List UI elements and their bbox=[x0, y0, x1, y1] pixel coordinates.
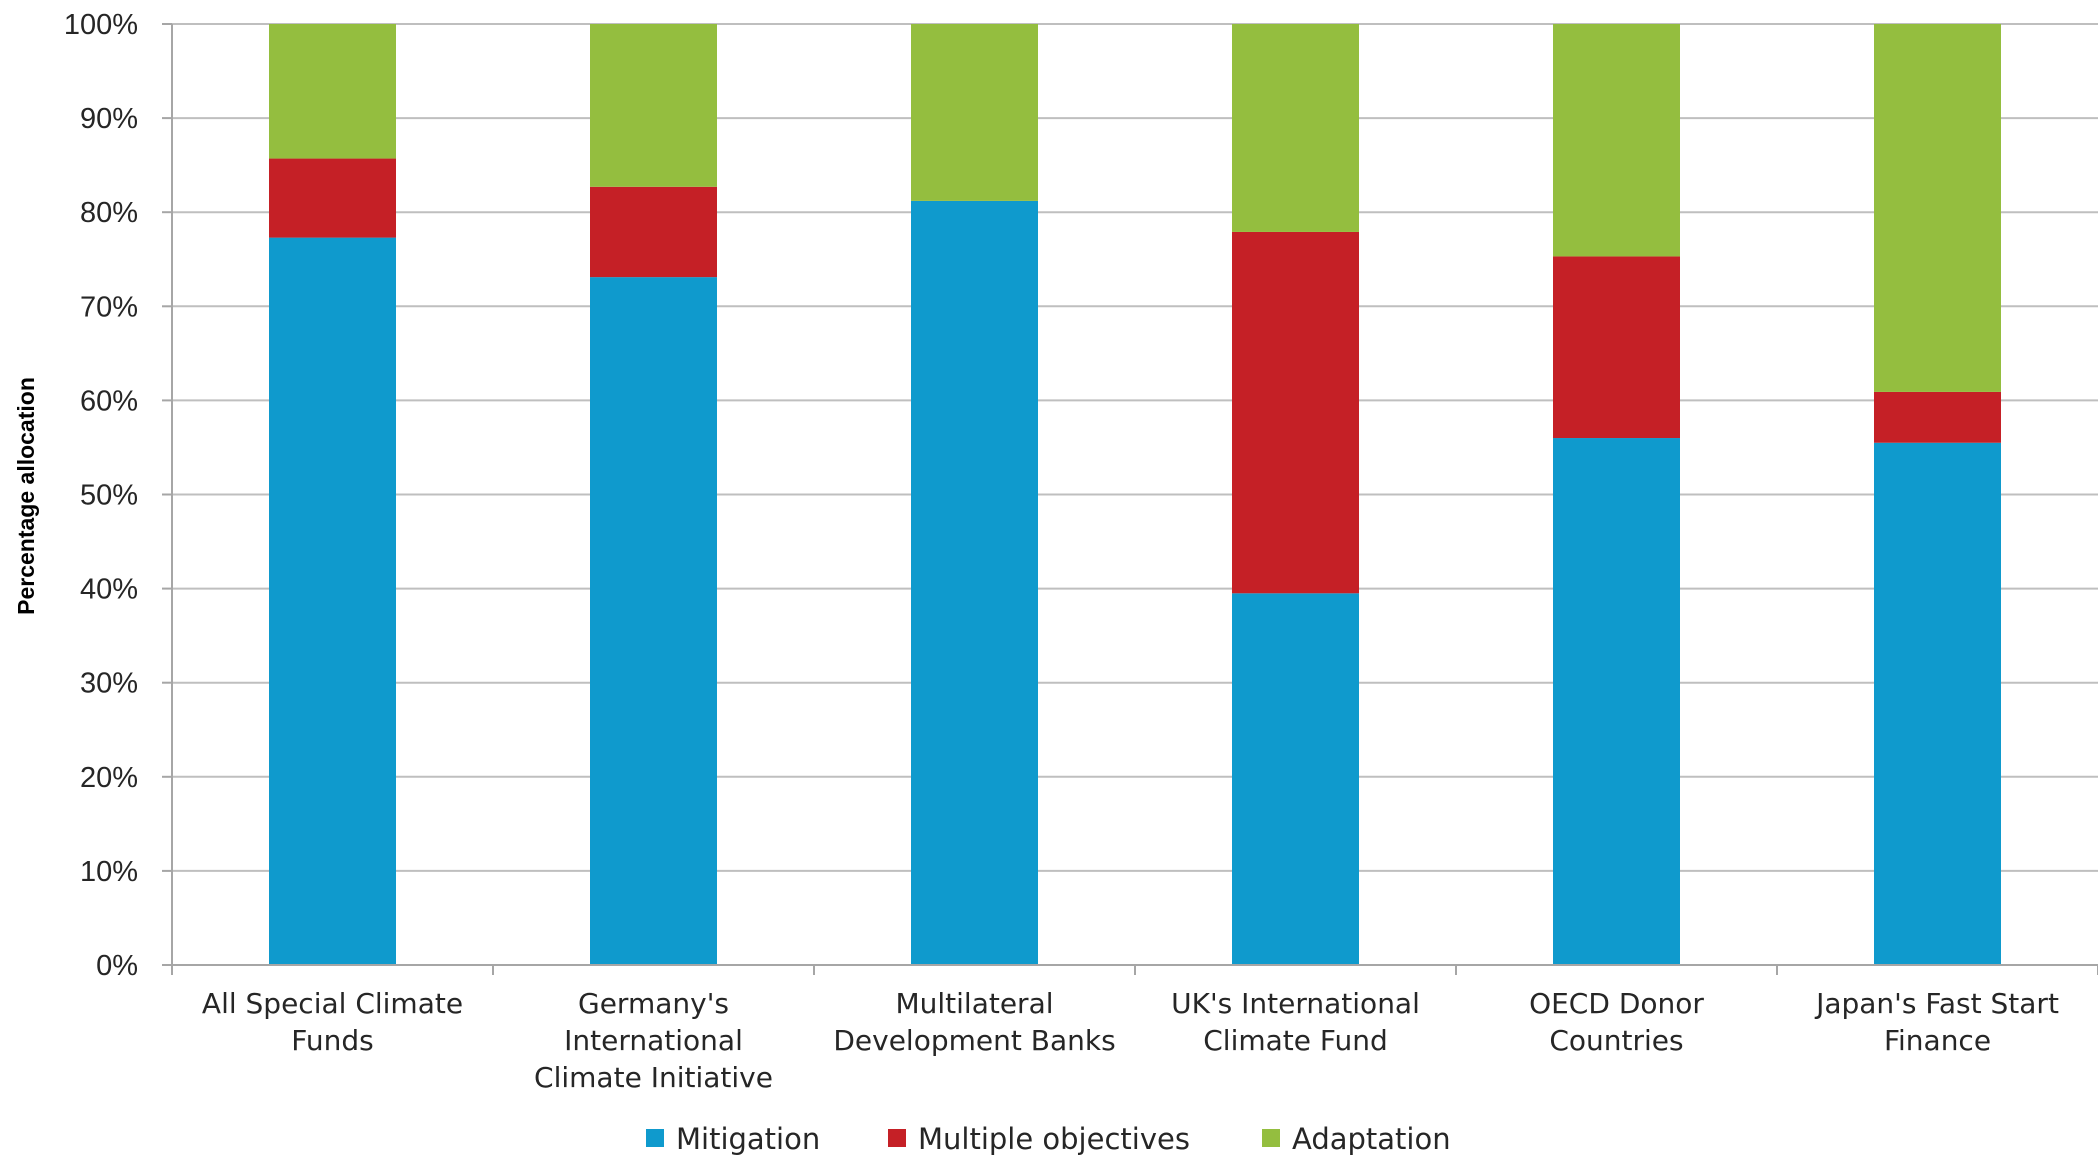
bar-segment-adaptation bbox=[1874, 24, 2001, 392]
tick-labels: 0% 10% 20% 30% 40% 50% 60% 70% 80% 90% 100% All Spe… bbox=[64, 9, 2059, 1094]
y-tick-label: 0% bbox=[96, 950, 138, 982]
legend-label: Mitigation bbox=[676, 1122, 820, 1156]
y-tick-label: 10% bbox=[80, 856, 138, 888]
bar-segment-adaptation bbox=[1553, 24, 1680, 257]
y-tick-label: 100% bbox=[64, 9, 138, 41]
y-tick-label: 70% bbox=[80, 291, 138, 323]
bar-segment-mitigation bbox=[911, 200, 1038, 965]
bar-segment-mitigation bbox=[1553, 438, 1680, 965]
x-tick-label: Climate Fund bbox=[1203, 1024, 1388, 1057]
x-tick-label: Funds bbox=[291, 1024, 373, 1057]
y-tick-label: 80% bbox=[80, 197, 138, 229]
bar-segment-multiple-objectives bbox=[1553, 256, 1680, 439]
bar-segment-multiple-objectives bbox=[590, 186, 717, 278]
y-tick-label: 90% bbox=[80, 103, 138, 135]
legend-label: Adaptation bbox=[1292, 1122, 1451, 1156]
legend-label: Multiple objectives bbox=[918, 1122, 1190, 1156]
x-tick-label: Finance bbox=[1884, 1024, 1991, 1057]
x-tick-label: Development Banks bbox=[833, 1024, 1115, 1057]
y-tick-label: 50% bbox=[80, 480, 138, 512]
x-tick-label: UK's International bbox=[1171, 987, 1420, 1020]
y-axis-title: Percentage allocation bbox=[13, 377, 39, 615]
bar-segment-multiple-objectives bbox=[1232, 231, 1359, 594]
bar-segment-adaptation bbox=[590, 24, 717, 187]
y-tick-label: 60% bbox=[80, 385, 138, 417]
bar-segment-mitigation bbox=[1874, 442, 2001, 965]
x-tick-label: Germany's bbox=[578, 987, 729, 1020]
axes bbox=[162, 23, 2098, 975]
x-tick-label: OECD Donor bbox=[1529, 987, 1704, 1020]
y-tick-label: 30% bbox=[80, 668, 138, 700]
bar-segment-adaptation bbox=[269, 24, 396, 159]
x-tick-label: Japan's Fast Start bbox=[1814, 987, 2059, 1020]
y-tick-label: 20% bbox=[80, 762, 138, 794]
bar-segment-adaptation bbox=[911, 24, 1038, 201]
bar-segment-mitigation bbox=[590, 277, 717, 965]
x-tick-label: Climate Initiative bbox=[534, 1061, 773, 1094]
bar-segment-multiple-objectives bbox=[1874, 391, 2001, 443]
legend-swatch bbox=[646, 1129, 664, 1147]
x-tick-label: All Special Climate bbox=[202, 987, 463, 1020]
bar-segment-mitigation bbox=[1232, 593, 1359, 965]
bars bbox=[269, 24, 2001, 965]
bar-segment-mitigation bbox=[269, 237, 396, 965]
bar-segment-adaptation bbox=[1232, 24, 1359, 232]
legend-swatch bbox=[888, 1129, 906, 1147]
x-tick-label: Countries bbox=[1549, 1024, 1683, 1057]
legend: Mitigation Multiple objectives Adaptation bbox=[646, 1122, 1451, 1156]
bar-segment-multiple-objectives bbox=[269, 158, 396, 238]
x-tick-label: Multilateral bbox=[895, 987, 1053, 1020]
x-tick-label: International bbox=[564, 1024, 743, 1057]
gridlines bbox=[172, 23, 2098, 872]
legend-swatch bbox=[1262, 1129, 1280, 1147]
y-tick-label: 40% bbox=[80, 574, 138, 606]
